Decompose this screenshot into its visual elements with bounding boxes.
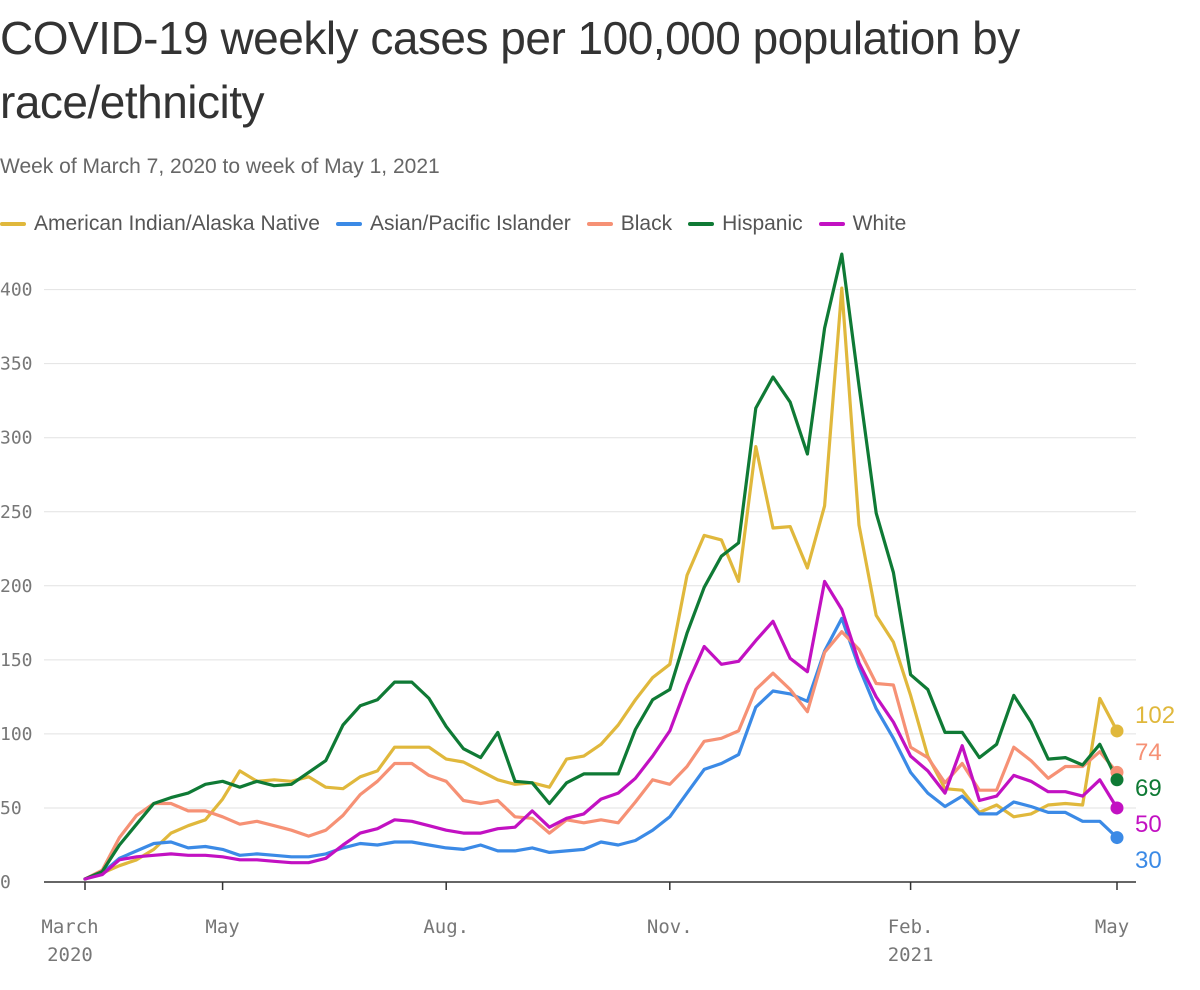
y-tick-label: 100 bbox=[0, 724, 33, 745]
legend-swatch bbox=[688, 222, 715, 226]
x-tick-label: Feb. bbox=[888, 916, 934, 938]
series-line bbox=[83, 252, 1119, 881]
legend-item: Asian/Pacific Islander bbox=[335, 212, 571, 236]
end-value-label: 74 bbox=[1135, 739, 1162, 766]
series-lines bbox=[83, 252, 1119, 881]
series-endpoint bbox=[1110, 724, 1124, 738]
y-tick-label: 350 bbox=[0, 354, 33, 375]
end-value-label: 30 bbox=[1135, 847, 1162, 874]
legend-swatch bbox=[335, 222, 362, 226]
x-axis: March 2020 May Aug. Nov. Feb. 2021 May bbox=[41, 882, 1129, 966]
legend-swatch bbox=[586, 222, 613, 226]
legend-label: Black bbox=[620, 212, 673, 235]
x-tick-label: March bbox=[41, 916, 98, 938]
series-line bbox=[83, 616, 1119, 881]
legend: American Indian/Alaska Native Asian/Pacif… bbox=[0, 212, 922, 236]
chart-subtitle: Week of March 7, 2020 to week of May 1, … bbox=[0, 155, 440, 178]
legend-swatch bbox=[0, 222, 26, 226]
legend-item: Hispanic bbox=[688, 212, 803, 236]
y-axis: 0 50 100 150 200 250 300 350 400 bbox=[0, 280, 33, 893]
y-tick-label: 200 bbox=[0, 576, 33, 597]
legend-label: White bbox=[852, 212, 907, 235]
series-endpoint bbox=[1110, 831, 1124, 845]
legend-item: White bbox=[818, 212, 907, 236]
y-tick-label: 50 bbox=[0, 798, 22, 819]
y-tick-label: 0 bbox=[0, 872, 11, 893]
x-tick-sublabel: 2020 bbox=[47, 944, 93, 966]
series-line bbox=[83, 630, 1119, 881]
y-tick-label: 400 bbox=[0, 280, 33, 301]
end-value-label: 50 bbox=[1135, 811, 1162, 838]
series-line bbox=[83, 579, 1119, 881]
series-endpoint bbox=[1110, 801, 1124, 815]
x-tick-label: May bbox=[1095, 916, 1129, 938]
series-endpoint bbox=[1110, 773, 1124, 787]
x-tick-label: Nov. bbox=[647, 916, 693, 938]
legend-label: American Indian/Alaska Native bbox=[34, 212, 320, 235]
legend-label: Hispanic bbox=[722, 212, 803, 235]
end-value-label: 69 bbox=[1135, 775, 1162, 802]
legend-label: Asian/Pacific Islander bbox=[369, 212, 571, 235]
series-line bbox=[83, 286, 1119, 881]
chart-title: COVID-19 weekly cases per 100,000 popula… bbox=[0, 12, 1020, 128]
series-endpoints: 102 74 69 50 30 bbox=[1110, 702, 1175, 874]
legend-item: American Indian/Alaska Native bbox=[0, 212, 320, 236]
y-tick-label: 300 bbox=[0, 428, 33, 449]
legend-swatch bbox=[818, 222, 845, 226]
y-tick-label: 150 bbox=[0, 650, 33, 671]
end-value-label: 102 bbox=[1135, 702, 1175, 729]
grid-lines bbox=[44, 289, 1136, 883]
y-tick-label: 250 bbox=[0, 502, 33, 523]
x-tick-sublabel: 2021 bbox=[888, 944, 934, 966]
legend-item: Black bbox=[586, 212, 673, 236]
x-tick-label: Aug. bbox=[423, 916, 469, 938]
x-tick-label: May bbox=[205, 916, 239, 938]
